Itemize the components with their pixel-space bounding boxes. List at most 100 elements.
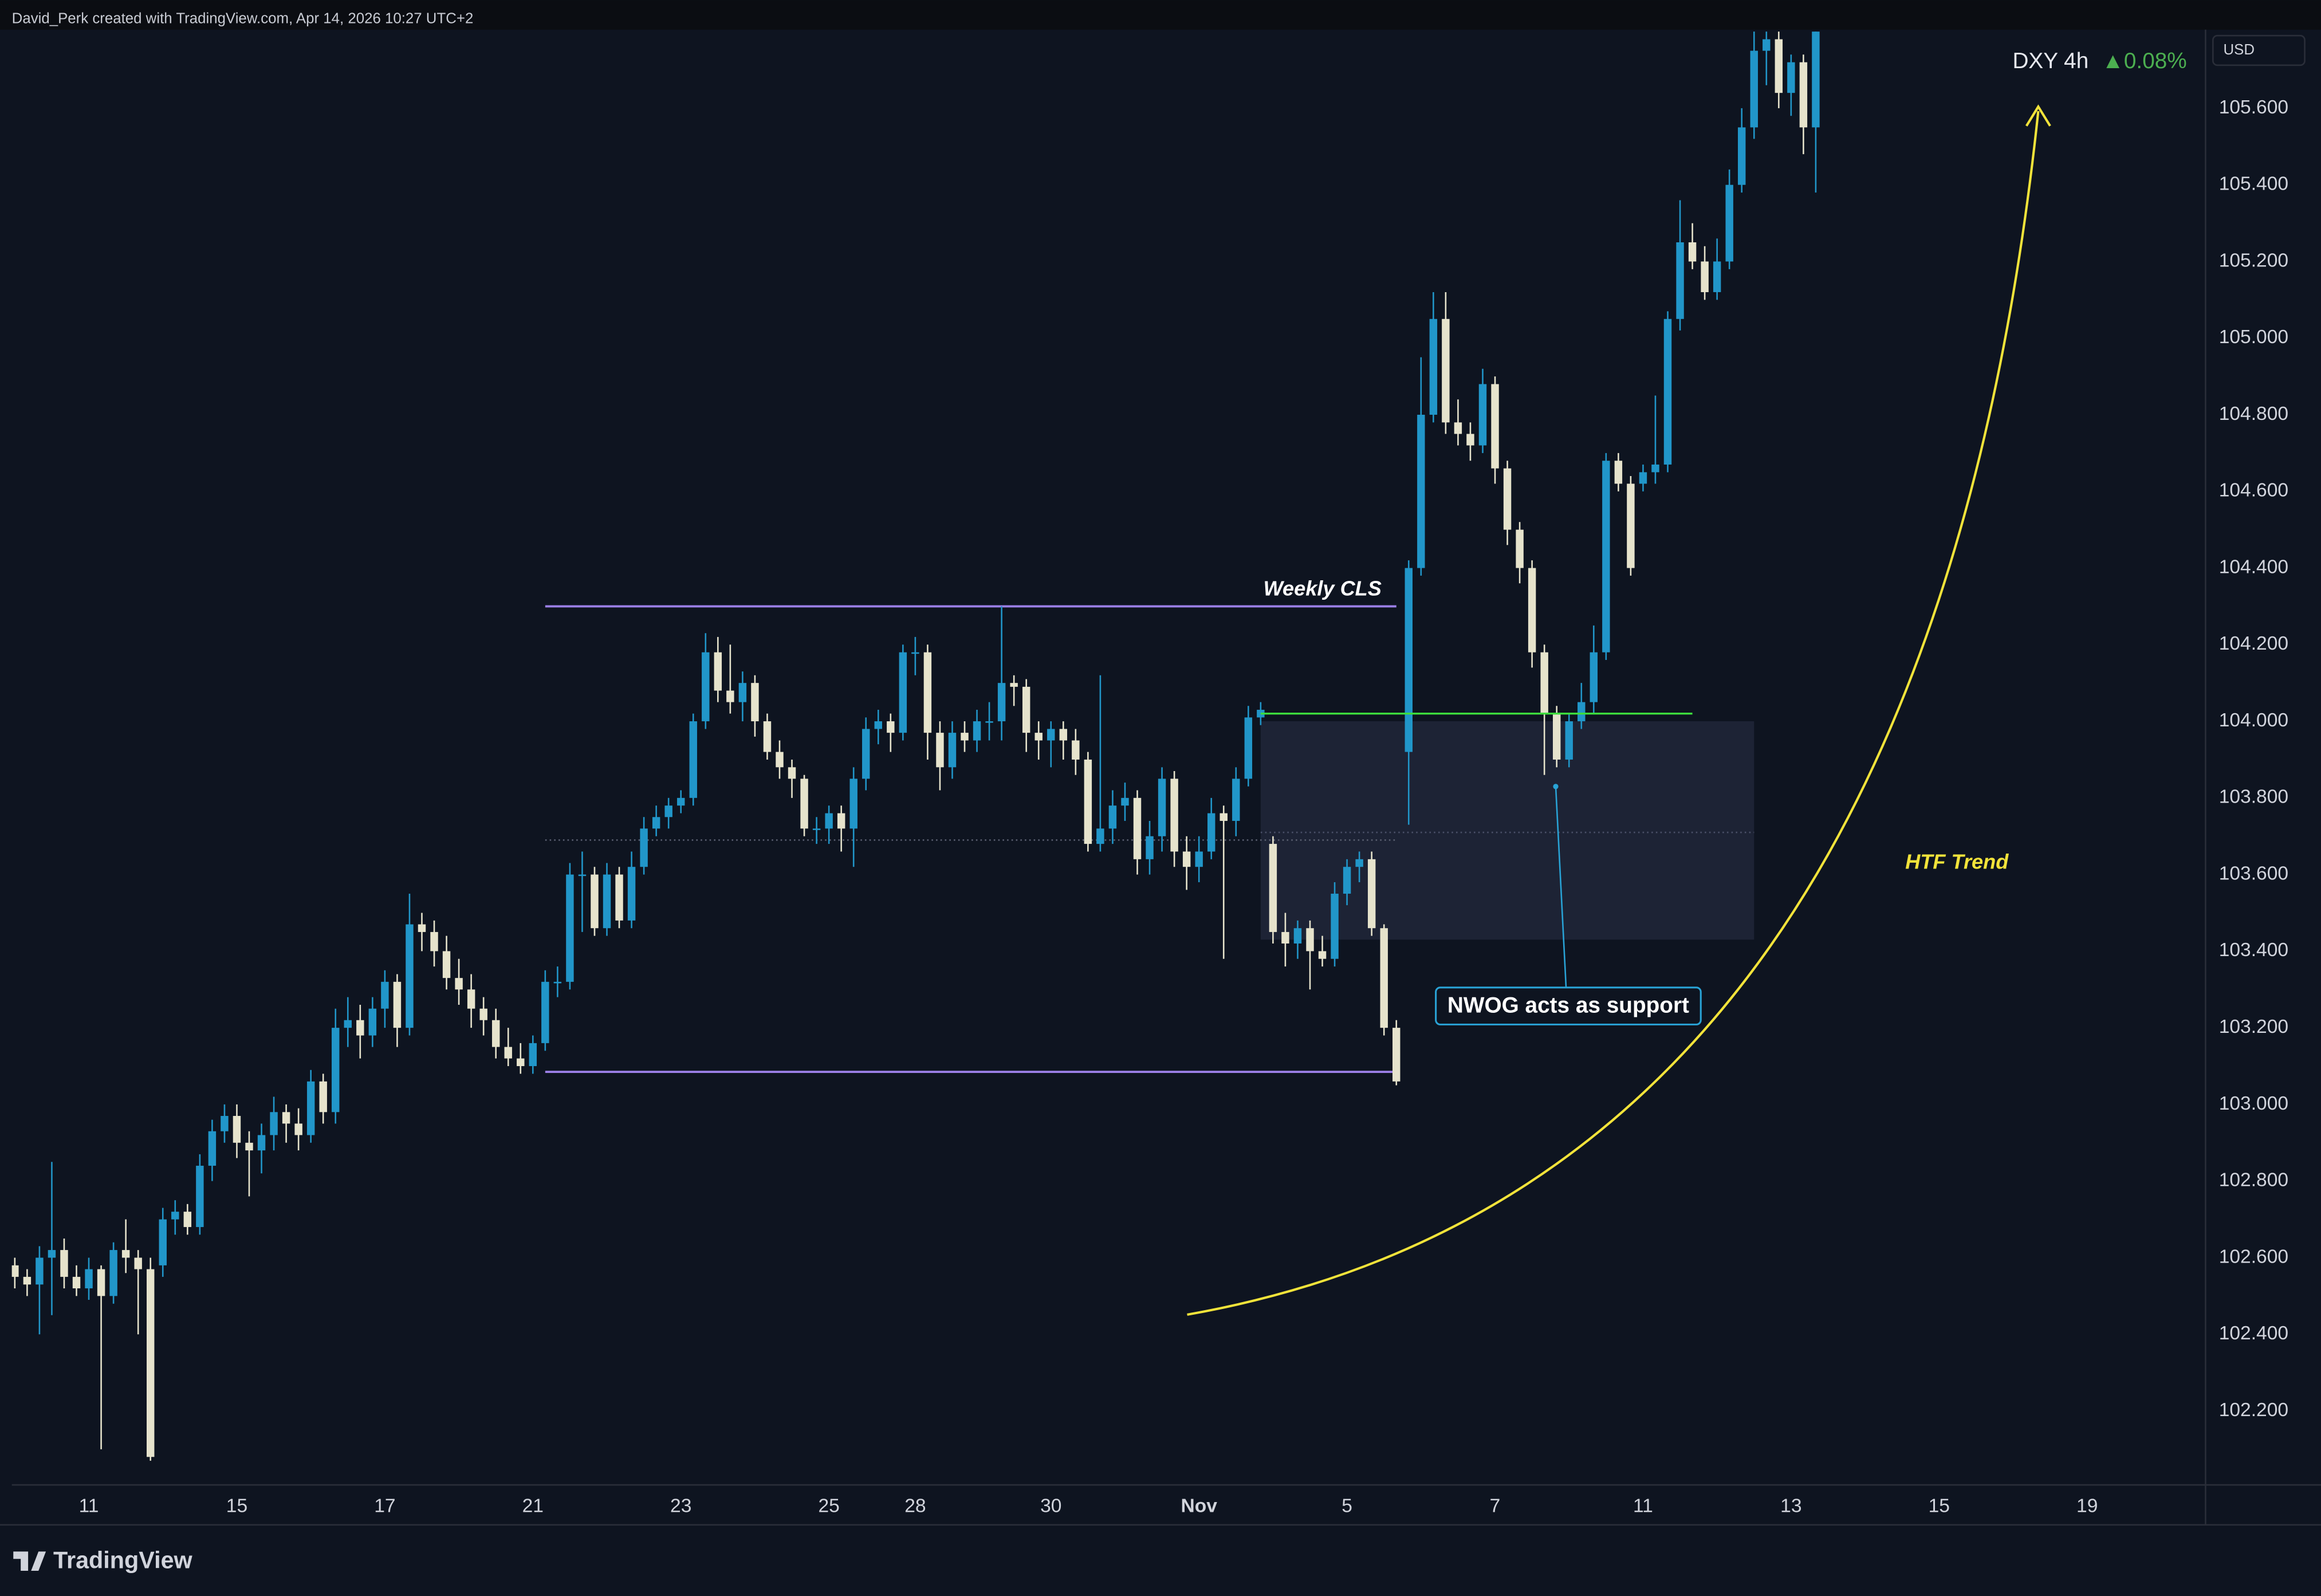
candle-body <box>1651 464 1659 473</box>
candle-body <box>442 951 451 978</box>
symbol: DXY 4h <box>2012 49 2088 73</box>
logo-icon <box>13 1551 46 1571</box>
candle-body <box>1318 951 1327 959</box>
candle-body <box>1343 867 1351 894</box>
candle-body <box>418 924 426 932</box>
nwog-zone <box>1260 721 1754 940</box>
y-tick-label: 104.200 <box>2219 633 2288 654</box>
candle-body <box>1466 434 1474 446</box>
change: ▲0.08% <box>2102 49 2187 73</box>
candle-body <box>1442 319 1450 423</box>
candle-body <box>689 721 697 798</box>
candle-body <box>1552 713 1561 760</box>
candle-body <box>430 931 438 952</box>
candle-body <box>1578 702 1586 722</box>
candle-body <box>1072 740 1080 760</box>
candle-body <box>368 1008 377 1036</box>
candle-body <box>381 981 389 1009</box>
x-tick-label: 25 <box>818 1496 839 1517</box>
x-tick-label: 13 <box>1780 1496 1801 1517</box>
candle-body <box>1269 844 1277 932</box>
candle-body <box>800 779 808 829</box>
candle-body <box>923 652 932 733</box>
candle-body <box>1022 686 1030 733</box>
currency: USD <box>2223 42 2255 58</box>
trend-label: HTF Trend <box>1905 850 2009 873</box>
candle-body <box>1663 319 1672 465</box>
callout-dot <box>1553 784 1559 789</box>
candle-body <box>72 1276 81 1288</box>
candle-body <box>344 1020 352 1028</box>
candle-body <box>23 1276 32 1285</box>
x-tick-label: 23 <box>670 1496 691 1517</box>
candle-body <box>356 1020 364 1036</box>
candle-body <box>1614 461 1623 484</box>
candle-body <box>306 1081 315 1135</box>
candle-body <box>134 1257 142 1269</box>
candle-body <box>1096 828 1104 844</box>
candle-body <box>1750 50 1758 128</box>
candle-body <box>887 721 895 733</box>
candle-body <box>406 924 414 1028</box>
candle-body <box>1232 779 1240 821</box>
candle-body <box>1528 568 1536 652</box>
x-tick-label: 15 <box>226 1496 247 1517</box>
candle-body <box>221 1115 229 1131</box>
candle-body <box>1676 242 1684 319</box>
x-tick-label: 5 <box>1342 1496 1352 1517</box>
x-tick-label: 30 <box>1040 1496 1061 1517</box>
candle-body <box>837 813 845 829</box>
candle-body <box>1392 1028 1401 1082</box>
candle-body <box>1195 851 1203 867</box>
candle-body <box>1146 836 1154 859</box>
candle-body <box>1491 384 1499 469</box>
candle-body <box>1108 805 1117 829</box>
candle-body <box>961 733 969 741</box>
candle-body <box>1010 683 1018 687</box>
candle-body <box>591 874 599 929</box>
candle-body <box>997 683 1006 722</box>
trend-curve <box>1187 111 2040 1316</box>
candle-body <box>714 652 722 691</box>
plot-area <box>11 32 1820 1461</box>
candle-body <box>159 1219 167 1265</box>
y-tick-label: 104.000 <box>2219 710 2288 731</box>
candle-body <box>1219 813 1228 821</box>
callout-box <box>1435 986 1702 1025</box>
candle-body <box>257 1135 266 1151</box>
y-tick-label: 102.200 <box>2219 1400 2288 1421</box>
candle-body <box>751 683 759 722</box>
footer-logo: TradingView <box>53 1547 193 1573</box>
candle-body <box>147 1269 155 1457</box>
candle-body <box>738 683 747 702</box>
x-tick-label: 21 <box>522 1496 544 1517</box>
candle-body <box>788 767 796 779</box>
candle-body <box>282 1112 290 1124</box>
candle-body <box>479 1008 487 1020</box>
candle-body <box>541 981 549 1043</box>
y-tick-label: 102.400 <box>2219 1323 2288 1344</box>
candle-body <box>825 813 833 829</box>
candle-body <box>1787 62 1795 93</box>
x-tick-label: 19 <box>2076 1496 2098 1517</box>
candle-body <box>566 874 574 982</box>
trend-arrow <box>2025 104 2051 127</box>
candle-body <box>1763 39 1771 51</box>
candle-body <box>1775 39 1783 93</box>
candle-body <box>1516 529 1524 568</box>
y-tick-label: 105.400 <box>2219 174 2288 195</box>
candle-body <box>1405 568 1413 752</box>
x-tick-label: 11 <box>79 1496 99 1517</box>
candle-body <box>1170 779 1178 852</box>
candle-body <box>1417 414 1425 568</box>
candle-body <box>294 1123 302 1135</box>
candle-body <box>664 805 672 817</box>
candle-body <box>467 989 475 1009</box>
y-tick-label: 105.600 <box>2219 97 2288 118</box>
candle-body <box>1281 931 1289 944</box>
candle-body <box>60 1250 68 1277</box>
candle-body <box>1331 894 1339 959</box>
candle-body <box>208 1131 217 1166</box>
candle-body <box>491 1020 500 1047</box>
y-tick-label: 103.400 <box>2219 939 2288 961</box>
